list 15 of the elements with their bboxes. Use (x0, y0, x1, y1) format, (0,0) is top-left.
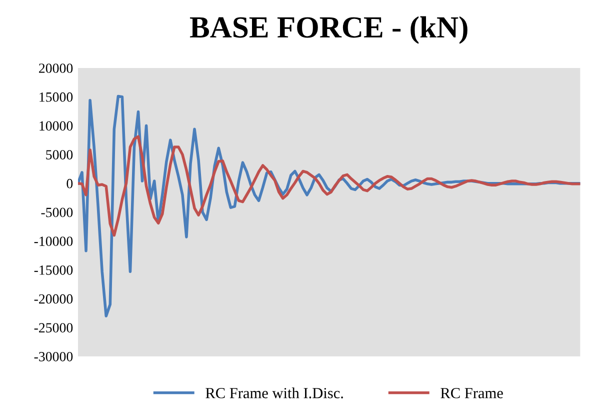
y-tick-label: 10000 (40, 121, 73, 131)
y-tick-label: -20000 (34, 294, 73, 304)
legend-label: RC Frame (440, 388, 503, 398)
y-tick-label: 20000 (39, 64, 73, 73)
legend-label: RC Frame with I.Disc. (206, 388, 343, 398)
y-tick-label: -25000 (34, 323, 73, 332)
y-tick-label: -15000 (34, 265, 73, 275)
y-tick-label: 0 (66, 178, 73, 188)
chart-title: BASE FORCE - (kN) (190, 16, 468, 44)
line-series (78, 135, 580, 237)
y-tick-label: 15000 (40, 92, 73, 102)
y-tick-label: -30000 (34, 352, 73, 362)
y-tick-label: -5000 (41, 208, 73, 218)
y-tick-label: -10000 (34, 236, 73, 246)
y-tick-label: 5000 (46, 150, 73, 160)
